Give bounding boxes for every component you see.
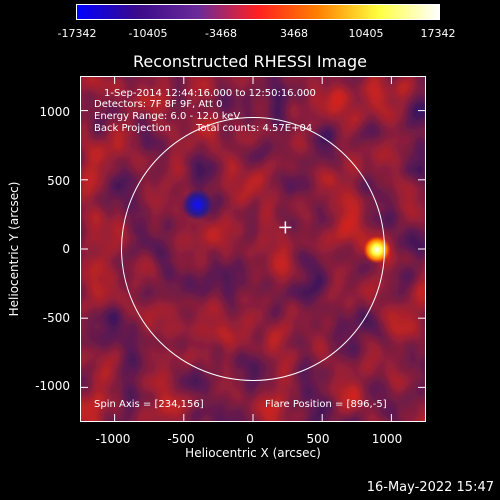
y-tick-label: -1000 (35, 379, 70, 393)
colorbar (76, 4, 440, 20)
colorbar-tick: 17342 (420, 27, 456, 40)
spin-axis-label: Spin Axis = [234,156] (94, 399, 204, 410)
colorbar-tick: -17342 (57, 27, 97, 40)
x-tick-label: 500 (306, 432, 330, 446)
colorbar-tick: -3468 (205, 27, 237, 40)
y-axis-label: Heliocentric Y (arcsec) (7, 181, 21, 317)
flare-source (363, 235, 392, 264)
y-tick-label: 0 (62, 242, 70, 256)
timestamp: 16-May-2022 15:47 (366, 480, 494, 495)
axis-ticks (80, 76, 426, 422)
y-tick-label: 1000 (39, 105, 70, 119)
image-plot[interactable] (80, 76, 426, 422)
x-tick-label: 0 (246, 432, 254, 446)
spin-axis-marker (279, 221, 292, 234)
total-counts-label: Total counts: 4.57E+04 (196, 123, 313, 134)
y-tick-label: -500 (42, 311, 70, 325)
colorbar-tick: 10405 (348, 27, 384, 40)
detectors-label: Detectors: 7F 8F 9F, Att 0 (94, 99, 223, 110)
x-tick-label: -500 (167, 432, 195, 446)
colorbar-tick: 3468 (280, 27, 308, 40)
energy-range-label: Energy Range: 6.0 - 12.0 keV (94, 111, 241, 122)
solar-limb-circle (121, 117, 385, 381)
method-label: Back Projection (94, 123, 171, 134)
x-tick-label: -1000 (95, 432, 131, 446)
page-title: Reconstructed RHESSI Image (133, 52, 367, 71)
colorbar-tick: -10405 (128, 27, 168, 40)
negative-source (181, 188, 214, 221)
time-range-label: 1-Sep-2014 12:44:16.000 to 12:50:16.000 (104, 88, 316, 99)
x-tick-label: 1000 (371, 432, 403, 446)
y-tick-label: 500 (47, 174, 70, 188)
x-axis-label: Heliocentric X (arcsec) (185, 446, 321, 460)
flare-position-label: Flare Position = [896,-5] (265, 399, 387, 410)
